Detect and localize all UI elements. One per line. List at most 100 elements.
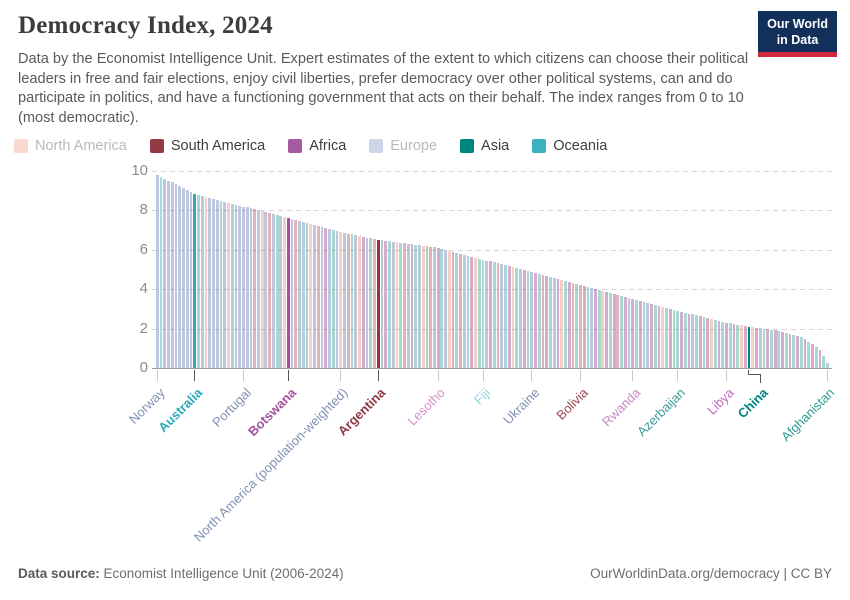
bar[interactable] xyxy=(616,295,620,368)
bar[interactable] xyxy=(283,217,286,368)
bar[interactable] xyxy=(260,211,264,368)
bar[interactable] xyxy=(219,200,223,368)
bar[interactable] xyxy=(185,189,189,368)
bar[interactable] xyxy=(223,201,227,368)
bar[interactable] xyxy=(811,344,814,368)
bar[interactable] xyxy=(646,303,650,368)
bar[interactable] xyxy=(324,228,328,368)
bar[interactable] xyxy=(803,339,807,368)
bar[interactable] xyxy=(826,362,829,368)
bar[interactable] xyxy=(534,272,537,368)
bar[interactable] xyxy=(421,245,425,368)
bar[interactable] xyxy=(328,229,331,368)
bar[interactable] xyxy=(399,242,403,368)
country-label-fiji[interactable]: Fiji xyxy=(470,385,494,408)
bar[interactable] xyxy=(702,317,706,368)
bar[interactable] xyxy=(290,219,294,368)
country-label-libya[interactable]: Libya xyxy=(704,385,737,418)
bar[interactable] xyxy=(721,321,725,368)
bar[interactable] xyxy=(796,335,799,368)
bar[interactable] xyxy=(698,316,702,368)
bar[interactable] xyxy=(384,240,388,368)
country-label-bolivia[interactable]: Bolivia xyxy=(552,385,591,423)
bar[interactable] xyxy=(406,243,410,368)
bar[interactable] xyxy=(354,235,358,368)
bar[interactable] xyxy=(579,285,582,368)
bar[interactable] xyxy=(814,347,818,368)
bar[interactable] xyxy=(268,213,271,368)
bar[interactable] xyxy=(496,263,500,368)
bar[interactable] xyxy=(301,222,305,368)
bar[interactable] xyxy=(489,261,492,368)
bar[interactable] xyxy=(425,246,429,368)
bar[interactable] xyxy=(459,253,462,368)
bar[interactable] xyxy=(522,269,526,368)
bar[interactable] xyxy=(485,260,489,368)
bar[interactable] xyxy=(455,252,459,368)
bar[interactable] xyxy=(500,264,504,368)
bar[interactable] xyxy=(279,216,283,368)
bar[interactable] xyxy=(784,332,788,368)
bar[interactable] xyxy=(492,262,496,368)
bar[interactable] xyxy=(234,204,238,368)
bar[interactable] xyxy=(275,215,279,368)
bar[interactable] xyxy=(564,281,567,368)
bar[interactable] xyxy=(631,299,635,368)
bar[interactable] xyxy=(200,195,204,368)
bar[interactable] xyxy=(713,319,717,368)
bar[interactable] xyxy=(444,249,447,368)
bar[interactable] xyxy=(818,350,822,368)
bar[interactable] xyxy=(668,308,672,368)
bar[interactable] xyxy=(725,322,728,368)
country-label-portugal[interactable]: Portugal xyxy=(208,385,254,430)
bar[interactable] xyxy=(743,326,747,368)
bar[interactable] xyxy=(418,245,421,368)
country-label-rwanda[interactable]: Rwanda xyxy=(598,385,644,430)
bar[interactable] xyxy=(403,243,406,368)
bar[interactable] xyxy=(530,271,534,368)
bar[interactable] xyxy=(320,227,324,368)
bar[interactable] xyxy=(346,233,350,368)
bar[interactable] xyxy=(751,327,755,368)
bar[interactable] xyxy=(777,330,781,368)
bar[interactable] xyxy=(474,257,477,368)
bar[interactable] xyxy=(672,309,676,368)
bar[interactable] xyxy=(309,224,313,368)
bar[interactable] xyxy=(605,292,608,368)
bar[interactable] xyxy=(661,306,665,368)
bar[interactable] xyxy=(567,282,571,368)
bar[interactable] xyxy=(590,288,594,368)
bar[interactable] xyxy=(537,273,541,368)
bar[interactable] xyxy=(167,180,170,368)
country-label-lesotho[interactable]: Lesotho xyxy=(405,385,449,429)
bar[interactable] xyxy=(657,305,661,368)
bar[interactable] xyxy=(230,203,234,368)
bar[interactable] xyxy=(594,289,597,368)
legend-item-oceania[interactable]: Oceania xyxy=(532,138,607,154)
owid-license-link[interactable]: OurWorldinData.org/democracy | CC BY xyxy=(590,566,832,581)
bar[interactable] xyxy=(358,236,361,368)
bar[interactable] xyxy=(556,279,560,368)
bar[interactable] xyxy=(343,232,346,368)
bar[interactable] xyxy=(350,234,354,368)
bar[interactable] xyxy=(740,325,743,368)
bar[interactable] xyxy=(545,275,549,368)
bar-australia[interactable] xyxy=(193,193,197,368)
bar[interactable] xyxy=(597,290,601,368)
bar[interactable] xyxy=(541,274,545,368)
bar[interactable] xyxy=(159,176,163,368)
owid-logo[interactable]: Our World in Data xyxy=(758,11,837,58)
bar[interactable] xyxy=(799,336,803,368)
bar[interactable] xyxy=(691,314,695,368)
bar[interactable] xyxy=(706,318,710,368)
bar[interactable] xyxy=(365,237,369,368)
bar[interactable] xyxy=(189,191,193,368)
bar[interactable] xyxy=(388,241,391,368)
country-label-botswana[interactable]: Botswana xyxy=(244,385,299,440)
bar-botswana[interactable] xyxy=(286,218,290,368)
bar[interactable] xyxy=(511,266,515,368)
bar[interactable] xyxy=(676,310,680,368)
bar[interactable] xyxy=(773,330,777,368)
bar[interactable] xyxy=(608,293,612,368)
country-label-china[interactable]: China xyxy=(734,385,772,422)
